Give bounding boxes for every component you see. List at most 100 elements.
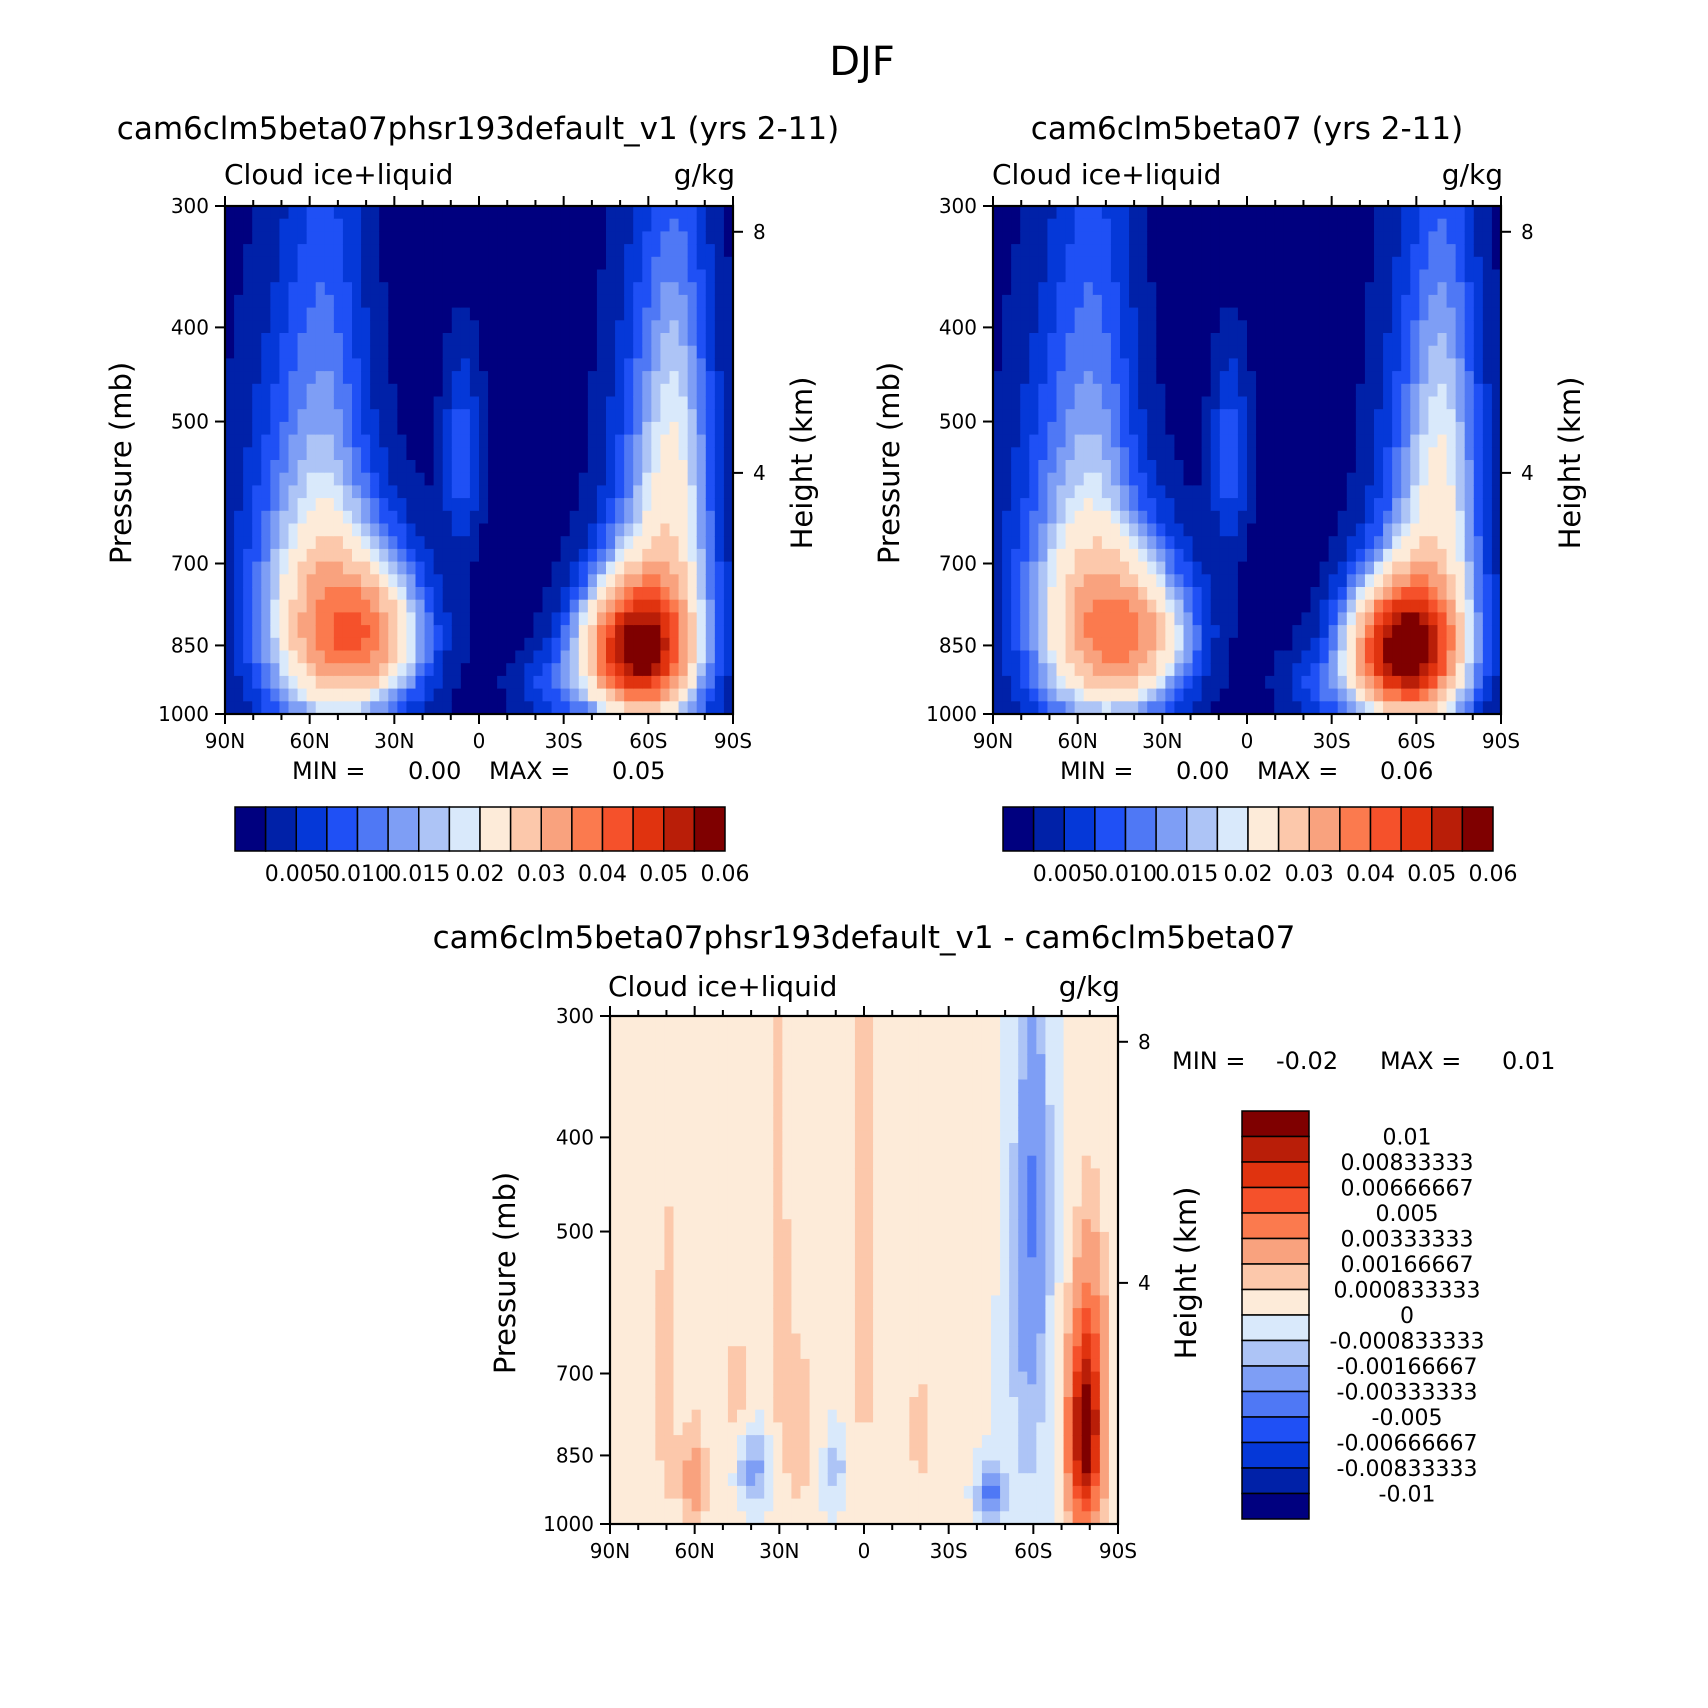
heatmap-cell (642, 625, 652, 639)
heatmap-cell (506, 396, 516, 410)
heatmap-cell (324, 612, 335, 626)
heatmap-cell (1002, 548, 1012, 563)
heatmap-cell (379, 574, 389, 588)
heatmap-cell (1283, 218, 1293, 232)
heatmap-cell (551, 447, 562, 461)
heatmap-cell (1201, 625, 1212, 639)
heatmap-cell (1292, 485, 1303, 499)
heatmap-cell (642, 434, 652, 448)
heatmap-cell (1383, 675, 1393, 690)
heatmap-cell (433, 485, 444, 499)
heatmap-cell (1038, 510, 1049, 525)
heatmap-cell (1201, 218, 1212, 232)
heatmap-cell (1491, 421, 1502, 436)
heatmap-cell (596, 256, 607, 271)
heatmap-cell (1310, 460, 1321, 474)
heatmap-cell (1237, 231, 1248, 245)
heatmap-cell (533, 294, 544, 309)
heatmap-cell (479, 485, 489, 499)
heatmap-cell (1110, 637, 1121, 652)
heatmap-cell (270, 345, 281, 359)
heatmap-cell (415, 688, 426, 702)
heatmap-cell (252, 663, 262, 677)
heatmap-cell (1401, 358, 1411, 372)
heatmap-cell (1437, 688, 1448, 702)
heatmap-cell (1482, 637, 1493, 652)
heatmap-cell (1364, 206, 1375, 220)
heatmap-cell (1228, 688, 1239, 702)
heatmap-cell (1183, 320, 1194, 334)
heatmap-cell (1011, 282, 1021, 296)
heatmap-cell (1147, 561, 1157, 575)
heatmap-cell (651, 333, 662, 347)
heatmap-cell (397, 244, 408, 258)
heatmap-cell (460, 625, 471, 639)
heatmap-cell (587, 637, 598, 652)
heatmap-cell (1292, 663, 1303, 677)
colorbar-label: 0.010 (326, 862, 389, 887)
heatmap-cell (1011, 333, 1021, 347)
heatmap-cell (1437, 383, 1448, 398)
heatmap-cell (678, 282, 689, 296)
heatmap-cell (234, 421, 244, 436)
heatmap-cell (551, 485, 562, 499)
heatmap-cell (1428, 345, 1439, 359)
heatmap-cell (279, 256, 290, 271)
heatmap-cell (1310, 396, 1321, 410)
heatmap-cell (1473, 599, 1484, 613)
heatmap-cell (1410, 675, 1420, 690)
heatmap-cell (1247, 256, 1257, 271)
heatmap-cell (397, 701, 408, 715)
heatmap-cell (1319, 396, 1330, 410)
heatmap-cell (270, 434, 281, 448)
heatmap-cell (1256, 218, 1266, 232)
heatmap-cell (993, 561, 1003, 575)
heatmap-cell (1210, 485, 1221, 499)
heatmap-cell (1083, 269, 1094, 283)
heatmap-cell (1482, 333, 1493, 347)
heatmap-cell (1174, 409, 1185, 423)
heatmap-cell (1464, 269, 1475, 283)
heatmap-cell (1428, 231, 1439, 245)
heatmap-cell (297, 523, 308, 537)
heatmap-cell (637, 1308, 647, 1322)
heatmap-cell (270, 320, 281, 334)
heatmap-cell (1455, 447, 1466, 461)
heatmap-cell (687, 625, 698, 639)
heatmap-cell (619, 1384, 629, 1398)
heatmap-cell (1183, 282, 1194, 296)
heatmap-cell (578, 472, 589, 486)
heatmap-cell (388, 447, 398, 461)
heatmap-cell (1355, 421, 1366, 436)
heatmap-cell (660, 256, 671, 271)
heatmap-cell (479, 523, 489, 537)
heatmap-cell (1056, 345, 1067, 359)
heatmap-cell (619, 1041, 629, 1055)
heatmap-cell (1083, 421, 1094, 436)
heatmap-cell (569, 244, 580, 258)
heatmap-cell (469, 498, 480, 512)
heatmap-cell (678, 625, 689, 639)
heatmap-cell (1129, 625, 1139, 639)
heatmap-cell (1383, 587, 1393, 601)
heatmap-cell (1346, 536, 1357, 550)
heatmap-cell (1419, 548, 1430, 563)
heatmap-cell (723, 612, 734, 626)
heatmap-cell (1237, 269, 1248, 283)
heatmap-cell (234, 409, 244, 423)
heatmap-cell (1083, 625, 1094, 639)
heatmap-cell (578, 688, 589, 702)
heatmap-cell (1228, 282, 1239, 296)
heatmap-cell (1410, 218, 1420, 232)
heatmap-cell (243, 523, 253, 537)
heatmap-cell (1491, 637, 1502, 652)
heatmap-cell (297, 282, 308, 296)
heatmap-cell (714, 472, 725, 486)
heatmap-cell (569, 269, 580, 283)
heatmap-cell (696, 574, 707, 588)
heatmap-cell (619, 1270, 629, 1284)
heatmap-cell (533, 498, 544, 512)
heatmap-cell (333, 688, 344, 702)
heatmap-cell (664, 1473, 675, 1487)
heatmap-cell (515, 510, 525, 525)
